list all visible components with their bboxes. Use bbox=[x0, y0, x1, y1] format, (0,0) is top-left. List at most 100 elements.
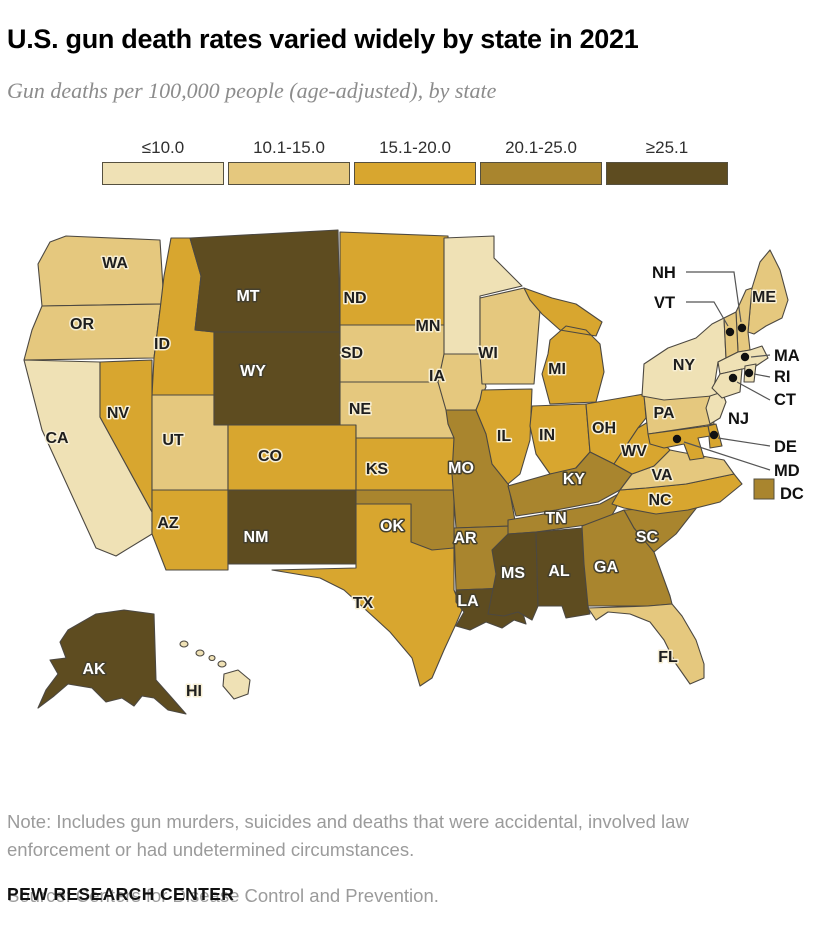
state-label-AZ: AZ bbox=[157, 515, 179, 532]
callout-label-CT: CT bbox=[774, 391, 796, 409]
state-MI bbox=[523, 287, 605, 405]
legend-bin-swatch bbox=[480, 162, 602, 185]
state-label-OR: OR bbox=[70, 316, 94, 333]
state-AZ bbox=[151, 489, 229, 571]
state-MT bbox=[189, 229, 341, 333]
city-dot-RI bbox=[744, 368, 754, 378]
state-label-IL: IL bbox=[497, 428, 511, 445]
callout-label-RI: RI bbox=[774, 368, 791, 386]
chart-subtitle: Gun deaths per 100,000 people (age-adjus… bbox=[7, 78, 497, 103]
state-label-MT: MT bbox=[236, 288, 259, 305]
leader-line-RI bbox=[753, 373, 771, 378]
source-text: Source: Centers for Disease Control and … bbox=[7, 885, 439, 906]
callout-label-NJ: NJ bbox=[728, 410, 749, 428]
state-label-IA: IA bbox=[429, 368, 445, 385]
state-label-TX: TX bbox=[353, 595, 374, 612]
state-label-PA: PA bbox=[653, 405, 674, 422]
state-HI bbox=[195, 649, 205, 657]
state-HI bbox=[217, 660, 227, 668]
state-labels-layer: WA OR CA ID NV UT AZ MT WY CO NM ND SD NE KS OK TX MN IA MO… bbox=[44, 254, 804, 702]
city-dot-MA bbox=[740, 352, 750, 362]
state-TX bbox=[271, 503, 463, 687]
city-dot-CT bbox=[728, 373, 738, 383]
chart-title: U.S. gun death rates varied widely by st… bbox=[7, 24, 639, 54]
leader-line-MD bbox=[683, 441, 771, 471]
state-label-MI: MI bbox=[548, 361, 566, 378]
legend: ≤10.0 10.1-15.0 15.1-20.0 20.1-25.0 ≥25.1 bbox=[102, 138, 728, 185]
callout-label-DC: DC bbox=[780, 485, 804, 503]
state-NH bbox=[735, 287, 753, 353]
callout-leader-lines bbox=[672, 271, 771, 471]
legend-bin-label: ≤10.0 bbox=[141, 138, 185, 157]
state-FL bbox=[587, 603, 705, 685]
callout-label-NH: NH bbox=[652, 264, 676, 282]
leader-line-CT bbox=[736, 381, 771, 401]
state-label-NY: NY bbox=[673, 357, 696, 374]
state-MD bbox=[647, 425, 711, 461]
dc-legend-swatch bbox=[753, 478, 775, 500]
legend-bin-0: ≤10.0 bbox=[102, 138, 224, 185]
state-label-TN: TN bbox=[545, 510, 566, 527]
state-label-ME: ME bbox=[752, 289, 776, 306]
legend-bin-label: 20.1-25.0 bbox=[505, 138, 577, 157]
legend-bin-label: 10.1-15.0 bbox=[253, 138, 325, 157]
state-label-ND: ND bbox=[343, 290, 366, 307]
state-label-AR: AR bbox=[453, 530, 477, 547]
legend-bin-swatch bbox=[606, 162, 728, 185]
state-label-IN: IN bbox=[539, 427, 555, 444]
state-label-MS: MS bbox=[501, 565, 525, 582]
leader-line-MA bbox=[750, 354, 771, 358]
state-label-HI: HI bbox=[186, 683, 202, 700]
city-dot-MD bbox=[672, 434, 682, 444]
state-OR bbox=[23, 303, 165, 361]
callout-label-MD: MD bbox=[774, 462, 800, 480]
note-text: Note: Includes gun murders, suicides and… bbox=[7, 810, 689, 860]
state-label-FL: FL bbox=[658, 649, 678, 666]
state-label-NM: NM bbox=[244, 529, 269, 546]
state-label-ID: ID bbox=[154, 336, 170, 353]
state-label-KY: KY bbox=[563, 471, 586, 488]
legend-bin-label: ≥25.1 bbox=[645, 138, 689, 157]
footnotes: Note: Includes gun murders, suicides and… bbox=[7, 789, 712, 910]
legend-bin-3: 20.1-25.0 bbox=[480, 138, 602, 185]
city-dot-NH bbox=[737, 323, 747, 333]
state-label-AL: AL bbox=[548, 563, 570, 580]
state-label-WA: WA bbox=[102, 255, 128, 272]
state-label-SD: SD bbox=[341, 345, 363, 362]
state-HI bbox=[208, 654, 216, 662]
callout-label-DE: DE bbox=[774, 438, 797, 456]
state-label-NC: NC bbox=[648, 492, 672, 509]
state-ND bbox=[339, 231, 452, 326]
leader-line-DE bbox=[717, 437, 771, 447]
brand-logo-text: PEW RESEARCH CENTER bbox=[7, 884, 235, 904]
us-choropleth-map: WA OR CA ID NV UT AZ MT WY CO NM ND SD NE KS OK TX MN IA MO… bbox=[23, 229, 804, 715]
state-label-SC: SC bbox=[636, 529, 659, 546]
states-layer bbox=[23, 229, 789, 715]
legend-bin-2: 15.1-20.0 bbox=[354, 138, 476, 185]
state-ME bbox=[747, 249, 789, 335]
state-label-VA: VA bbox=[651, 467, 672, 484]
state-HI bbox=[179, 640, 189, 648]
legend-bin-label: 15.1-20.0 bbox=[379, 138, 451, 157]
legend-bin-swatch bbox=[102, 162, 224, 185]
state-label-AK: AK bbox=[82, 661, 106, 678]
state-label-GA: GA bbox=[594, 559, 618, 576]
state-label-OH: OH bbox=[592, 420, 616, 437]
state-CO bbox=[227, 424, 357, 491]
city-dot-DE bbox=[709, 430, 719, 440]
legend-bin-4: ≥25.1 bbox=[606, 138, 728, 185]
state-label-UT: UT bbox=[162, 432, 184, 449]
state-label-LA: LA bbox=[457, 593, 479, 610]
state-NM bbox=[227, 489, 357, 565]
callout-label-VT: VT bbox=[654, 294, 675, 312]
state-label-MO: MO bbox=[448, 460, 474, 477]
state-label-WY: WY bbox=[240, 363, 266, 380]
state-label-OK: OK bbox=[380, 518, 404, 535]
state-WA bbox=[37, 235, 165, 307]
state-label-KS: KS bbox=[366, 461, 389, 478]
state-label-MN: MN bbox=[416, 318, 441, 335]
state-label-NV: NV bbox=[107, 405, 130, 422]
state-label-CO: CO bbox=[258, 448, 282, 465]
legend-bin-1: 10.1-15.0 bbox=[228, 138, 350, 185]
